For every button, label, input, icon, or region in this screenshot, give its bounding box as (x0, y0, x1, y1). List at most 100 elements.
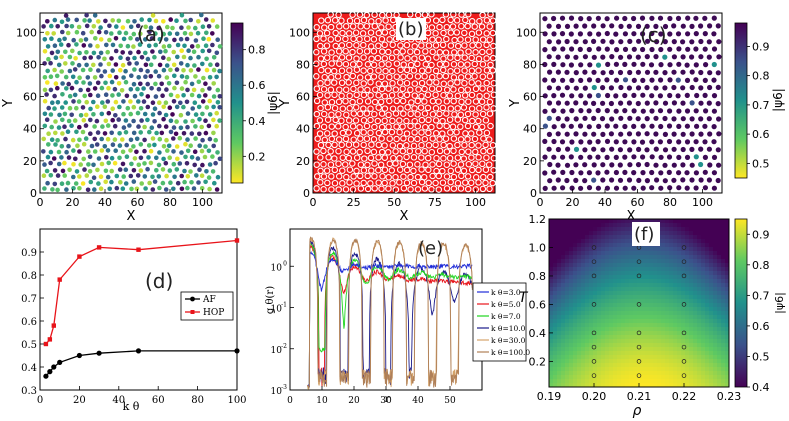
particle (346, 179, 353, 186)
particle (407, 48, 414, 55)
particle (595, 107, 601, 114)
particle (353, 154, 361, 161)
colorbar-tick-label: 0.7 (752, 289, 770, 302)
x-tick-label: 40 (112, 395, 125, 406)
particle (411, 117, 418, 125)
sample-point (681, 302, 687, 307)
x-tick-label: 50 (444, 396, 456, 406)
particle (334, 73, 342, 80)
heatmap-cell (697, 283, 702, 288)
y-tick-exponent: -1 (281, 302, 287, 309)
particle (204, 56, 209, 62)
particle (600, 38, 606, 44)
particle (490, 79, 498, 87)
particle (153, 81, 158, 87)
heatmap-cell (693, 307, 698, 312)
heatmap-cell (561, 339, 566, 344)
particle (74, 129, 79, 135)
particle (694, 123, 700, 129)
heatmap-cell (609, 267, 614, 272)
heatmap-cell (681, 371, 686, 376)
heatmap-cell (549, 375, 554, 380)
particle (163, 100, 169, 105)
particle (627, 115, 633, 121)
particle (407, 173, 414, 181)
particle (424, 55, 432, 63)
heatmap-cell (585, 379, 590, 384)
heatmap-cell (705, 227, 710, 232)
heatmap-cell (649, 355, 654, 360)
heatmap-cell (617, 327, 622, 332)
heatmap-cell (589, 347, 594, 352)
particle (711, 15, 717, 21)
heatmap-cell (677, 251, 682, 256)
heatmap-cell (649, 219, 654, 224)
heatmap-cell (613, 271, 618, 276)
heatmap-cell (713, 359, 718, 364)
heatmap-cell (657, 247, 662, 252)
particle (168, 67, 173, 73)
particle (591, 131, 597, 137)
particle (127, 61, 132, 66)
heatmap-cell (709, 283, 714, 288)
heatmap-cell (669, 359, 674, 364)
heatmap-cell (717, 239, 722, 244)
heatmap-cell (633, 375, 638, 380)
heatmap-cell (621, 251, 626, 256)
particle (457, 161, 465, 168)
particle (591, 177, 597, 183)
heatmap-cell (653, 263, 658, 268)
y-axis-label-e: g θ(r) (265, 286, 276, 314)
particle (421, 110, 429, 117)
particle (457, 136, 465, 143)
particle (640, 46, 646, 53)
particle (591, 115, 597, 121)
heatmap-cell (725, 243, 730, 248)
particle (421, 147, 428, 155)
particle (392, 160, 399, 167)
heatmap-cell (609, 355, 614, 360)
heatmap-cell (649, 343, 654, 348)
heatmap-cell (597, 307, 602, 312)
heatmap-cell (641, 295, 646, 300)
particle (393, 11, 400, 19)
particle (186, 25, 191, 30)
heatmap-cell (601, 331, 606, 336)
particle (335, 111, 342, 118)
particle (715, 147, 721, 153)
heatmap-cell (705, 279, 710, 284)
particle (489, 67, 497, 74)
heatmap-cell (621, 359, 626, 364)
particle (702, 139, 708, 145)
heatmap-cell (553, 339, 558, 344)
heatmap-cell (701, 363, 706, 368)
heatmap-cell (565, 223, 570, 228)
heatmap-cell (673, 351, 678, 356)
particle (429, 172, 436, 180)
heatmap-cell (705, 311, 710, 316)
data-point-hop (51, 323, 56, 328)
heatmap-cell (613, 283, 618, 288)
heatmap-cell (705, 343, 710, 348)
particle (622, 169, 628, 175)
heatmap-cell (697, 383, 702, 388)
particle (418, 116, 426, 124)
heatmap-cell (553, 343, 558, 348)
particle (175, 54, 180, 60)
x-ticks-d: 0 20 40 60 80 100 (37, 386, 247, 406)
particle (317, 80, 324, 87)
heatmap-cell (653, 323, 658, 328)
heatmap-cell (709, 247, 714, 252)
particle (196, 54, 201, 60)
heatmap-cell (641, 271, 646, 276)
data-point-hop (96, 245, 102, 250)
heatmap-cell (585, 271, 590, 276)
heatmap-cell (605, 263, 610, 268)
particle (136, 75, 141, 80)
heatmap-cell (685, 259, 690, 264)
heatmap-cell (569, 331, 574, 336)
heatmap-cell (589, 311, 594, 316)
particle (399, 85, 406, 93)
particle (454, 179, 462, 187)
particle (551, 61, 557, 67)
